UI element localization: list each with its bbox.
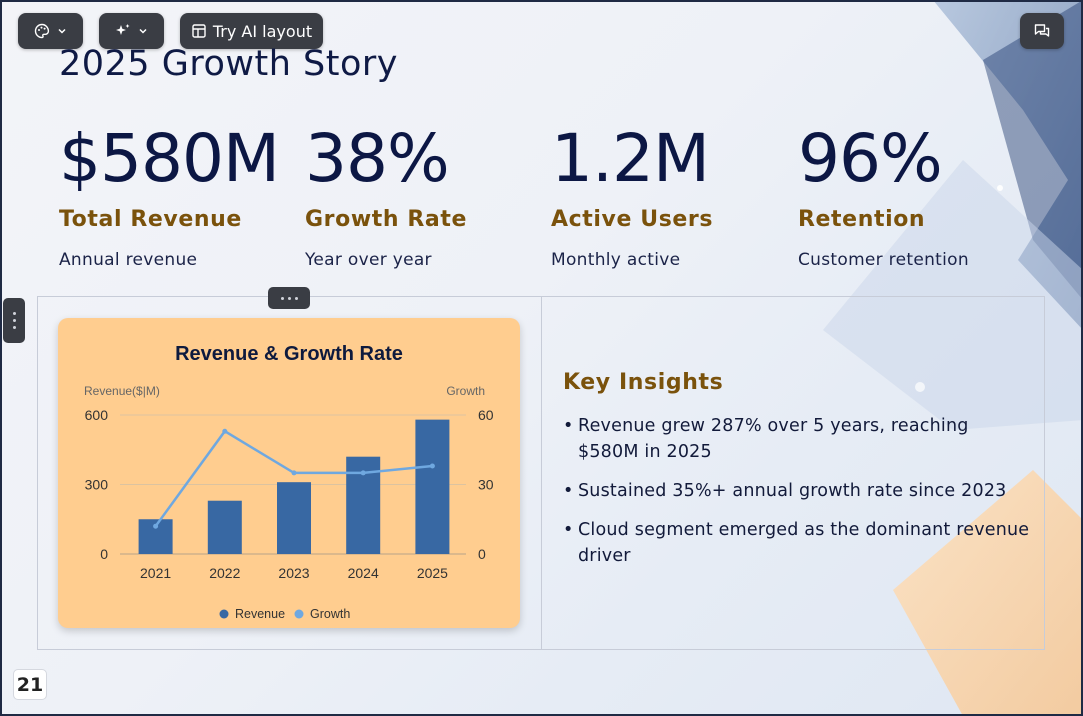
revenue-growth-chart: Revenue & Growth Rate Revenue($|M) Growth 6… xyxy=(84,343,494,621)
legend-growth-marker xyxy=(294,609,304,619)
y-left-tick-label: 600 xyxy=(85,407,109,423)
layout-icon xyxy=(192,24,206,38)
growth-point xyxy=(360,470,366,476)
x-tick-label: 2024 xyxy=(348,565,379,581)
content-panel[interactable] xyxy=(37,296,1045,650)
legend-growth-label: Growth xyxy=(310,607,350,621)
legend-revenue-label: Revenue xyxy=(235,607,285,621)
try-ai-layout-label: Try AI layout xyxy=(212,21,313,41)
list-item: Sustained 35%+ annual growth rate since … xyxy=(563,478,1033,504)
theme-menu-button[interactable] xyxy=(18,13,83,49)
revenue-bar xyxy=(277,482,311,554)
stat-subtitle: Customer retention xyxy=(798,250,969,270)
stat-value: $580M xyxy=(59,120,280,197)
stat-subtitle: Year over year xyxy=(305,250,432,270)
revenue-bar xyxy=(207,500,242,554)
list-item: Revenue grew 287% over 5 years, reaching… xyxy=(563,413,1033,465)
stat-value: 1.2M xyxy=(551,120,710,197)
key-insights: Key Insights Revenue grew 287% over 5 ye… xyxy=(563,370,1033,582)
stat-label: Active Users xyxy=(551,207,714,232)
comment-icon xyxy=(1034,24,1050,37)
y-right-tick-label: 0 xyxy=(478,546,486,562)
stat-label: Retention xyxy=(798,207,926,232)
stat-subtitle: Monthly active xyxy=(551,250,681,270)
growth-point xyxy=(291,470,297,476)
y-right-tick-label: 60 xyxy=(478,407,494,423)
try-ai-layout-button[interactable]: Try AI layout xyxy=(180,13,323,49)
stat-subtitle: Annual revenue xyxy=(59,250,198,270)
y-left-tick-label: 300 xyxy=(85,477,109,493)
x-tick-label: 2022 xyxy=(209,565,240,581)
chart-title: Revenue & Growth Rate xyxy=(175,343,403,365)
row-drag-handle[interactable] xyxy=(268,287,310,309)
x-tick-label: 2023 xyxy=(278,565,309,581)
insights-list: Revenue grew 287% over 5 years, reaching… xyxy=(563,413,1033,569)
growth-point xyxy=(429,463,435,469)
stat-total-revenue: $580M Total Revenue Annual revenue xyxy=(59,118,299,270)
chevron-down-icon xyxy=(57,28,66,34)
x-tick-label: 2021 xyxy=(140,565,171,581)
ai-menu-button[interactable] xyxy=(99,13,164,49)
y-left-axis-label: Revenue($|M) xyxy=(84,384,160,398)
stat-retention: 96% Retention Customer retention xyxy=(798,118,1038,270)
chart-card[interactable]: Revenue & Growth Rate Revenue($|M) Growth 6… xyxy=(58,318,520,628)
background-decoration xyxy=(823,0,1083,716)
stat-label: Total Revenue xyxy=(59,207,242,232)
growth-point xyxy=(153,523,159,529)
y-right-tick-label: 30 xyxy=(478,477,494,493)
page-number-badge[interactable]: 21 xyxy=(13,669,47,700)
list-item: Cloud segment emerged as the dominant re… xyxy=(563,517,1033,569)
stat-value: 96% xyxy=(798,120,943,197)
comments-button[interactable] xyxy=(1020,13,1064,49)
legend-revenue-marker xyxy=(219,609,229,619)
y-left-tick-label: 0 xyxy=(100,546,108,562)
y-right-axis-label: Growth xyxy=(446,384,485,398)
stat-value: 38% xyxy=(305,120,450,197)
block-drag-handle[interactable] xyxy=(3,298,25,343)
stat-label: Growth Rate xyxy=(305,207,468,232)
palette-icon xyxy=(34,23,49,39)
growth-point xyxy=(222,428,228,434)
revenue-bar xyxy=(415,419,450,554)
insights-heading: Key Insights xyxy=(563,370,724,395)
column-divider xyxy=(541,297,542,649)
slide-title: 2025 Growth Story xyxy=(59,44,398,84)
stat-growth-rate: 38% Growth Rate Year over year xyxy=(305,118,545,270)
stat-active-users: 1.2M Active Users Monthly active xyxy=(551,118,791,270)
sparkles-icon xyxy=(115,24,129,35)
x-tick-label: 2025 xyxy=(417,565,448,581)
chevron-down-icon xyxy=(138,28,147,34)
